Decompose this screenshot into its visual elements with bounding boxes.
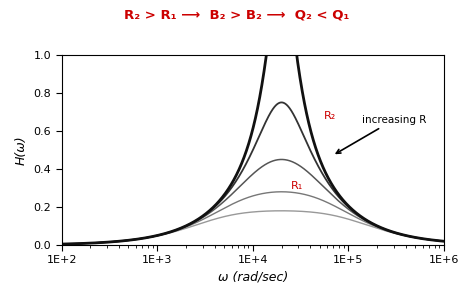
Text: R₂ > R₁ ⟶  B₂ > B₂ ⟶  Q₂ < Q₁: R₂ > R₁ ⟶ B₂ > B₂ ⟶ Q₂ < Q₁ xyxy=(124,9,350,22)
Y-axis label: H(ω): H(ω) xyxy=(15,135,28,165)
Text: R₂: R₂ xyxy=(323,112,336,121)
Text: increasing R: increasing R xyxy=(337,115,427,153)
X-axis label: ω (rad/sec): ω (rad/sec) xyxy=(218,271,288,284)
Text: R₁: R₁ xyxy=(291,181,303,191)
